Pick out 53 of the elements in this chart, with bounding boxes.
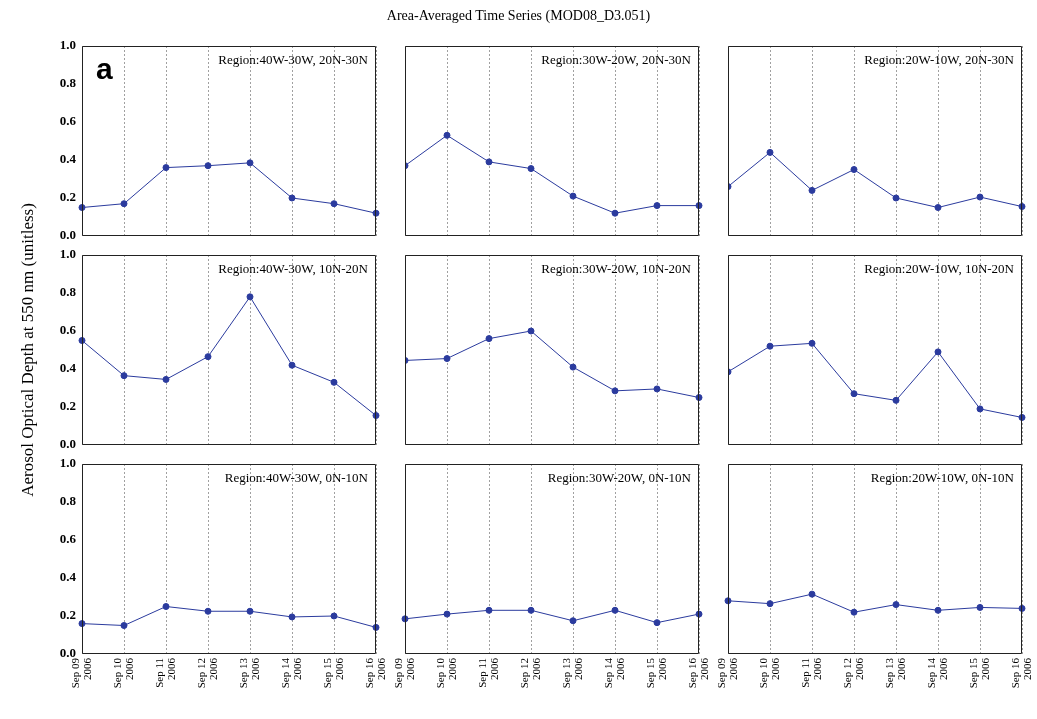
y-tick-label: 0.4	[59, 151, 77, 167]
text: Region:40W-30W, 0N-10N	[224, 469, 369, 485]
x-tick-label: Sep 13 2006	[559, 657, 584, 689]
y-tick-label: 0.2	[59, 189, 76, 205]
text: Region:20W-10W, 0N-10N	[870, 469, 1015, 485]
x-tick-label: Sep 15 2006	[643, 657, 668, 689]
x-tick-label: Sep 09 2006	[68, 657, 93, 689]
x-tick-label: Sep 10 2006	[756, 657, 781, 689]
text: Region:40W-30W, 20N-30N	[218, 51, 369, 67]
y-tick-label: 0.6	[59, 322, 77, 338]
x-tick-label: Sep 16 2006	[685, 657, 710, 689]
annotation: a	[96, 52, 113, 86]
x-tick-label: Sep 12 2006	[840, 657, 865, 689]
y-tick-label: 0.6	[59, 113, 77, 129]
y-tick-label: 0.8	[59, 493, 77, 509]
x-tick-label: Sep 12 2006	[194, 657, 219, 689]
y-tick-label: 0.0	[59, 227, 76, 243]
text: Region:20W-10W, 20N-30N	[864, 51, 1015, 67]
y-tick-label: 1.0	[59, 37, 76, 53]
y-tick-label: 0.2	[59, 398, 76, 414]
y-tick-label: 0.8	[59, 75, 77, 91]
y-tick-label: 0.8	[59, 284, 77, 300]
x-tick-label: Sep 14 2006	[924, 657, 949, 689]
y-tick-label: 0.0	[59, 436, 76, 452]
x-tick-label: Sep 10 2006	[433, 657, 458, 689]
x-tick-label: Sep 15 2006	[966, 657, 991, 689]
text: Region:30W-20W, 0N-10N	[547, 469, 692, 485]
x-tick-label: Sep 09 2006	[391, 657, 416, 689]
text: Region:40W-30W, 10N-20N	[218, 260, 369, 276]
y-tick-label: 0.4	[59, 569, 77, 585]
x-tick-label: Sep 13 2006	[236, 657, 261, 689]
y-tick-label: 0.6	[59, 531, 77, 547]
x-tick-label: Sep 11 2006	[798, 657, 823, 688]
text: Region:20W-10W, 10N-20N	[864, 260, 1015, 276]
x-tick-label: Sep 15 2006	[320, 657, 345, 689]
x-tick-label: Sep 13 2006	[882, 657, 907, 689]
x-tick-label: Sep 16 2006	[362, 657, 387, 689]
x-tick-label: Sep 14 2006	[601, 657, 626, 689]
x-tick-label: Sep 12 2006	[517, 657, 542, 689]
text: Area-Averaged Time Series (MOD08_D3.051)	[385, 8, 652, 24]
y-tick-label: 1.0	[59, 455, 76, 471]
x-tick-label: Sep 14 2006	[278, 657, 303, 689]
x-tick-label: Sep 09 2006	[714, 657, 739, 689]
text: Region:30W-20W, 20N-30N	[541, 51, 692, 67]
y-axis-title: Aerosol Optical Depth at 550 nm (unitless)	[17, 203, 38, 497]
text: Region:30W-20W, 10N-20N	[541, 260, 692, 276]
y-tick-label: 0.4	[59, 360, 77, 376]
x-tick-label: Sep 11 2006	[475, 657, 500, 688]
x-tick-label: Sep 11 2006	[152, 657, 177, 688]
y-tick-label: 1.0	[59, 246, 76, 262]
x-tick-label: Sep 10 2006	[110, 657, 135, 689]
y-tick-label: 0.2	[59, 607, 76, 623]
x-tick-label: Sep 16 2006	[1008, 657, 1033, 689]
